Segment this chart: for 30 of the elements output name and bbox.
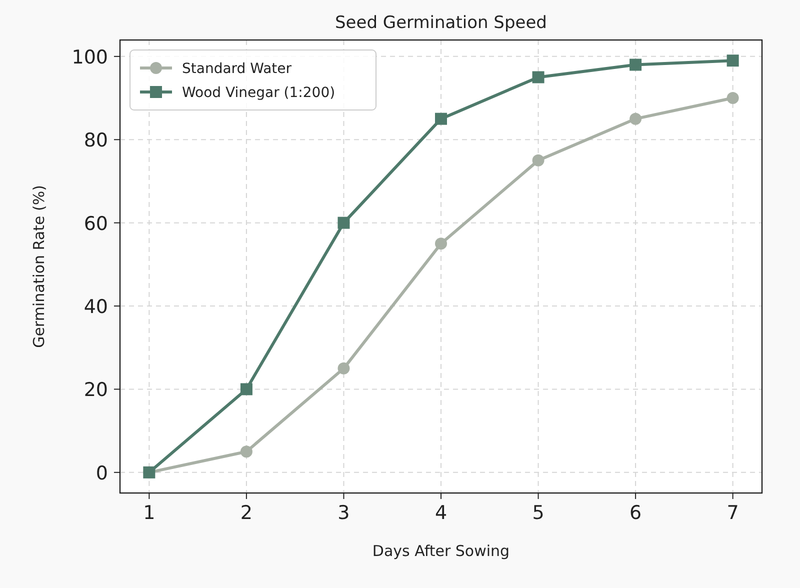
- y-tick-label: 100: [72, 46, 108, 68]
- point: [338, 362, 350, 374]
- point: [532, 71, 544, 84]
- x-tick-label: 5: [532, 502, 544, 524]
- x-tick-label: 6: [630, 502, 642, 524]
- point: [630, 58, 642, 71]
- point: [726, 92, 739, 104]
- legend-label: Standard Water: [182, 61, 292, 77]
- point: [630, 112, 642, 125]
- x-tick-label: 2: [240, 502, 252, 524]
- x-tick-label: 7: [726, 502, 739, 524]
- point: [532, 154, 544, 166]
- point: [726, 54, 739, 67]
- y-axis-title: Germination Rate (%): [30, 185, 48, 348]
- x-tick-label: 1: [143, 502, 156, 524]
- y-tick-label: 80: [84, 130, 108, 152]
- chart-title: Seed Germination Speed: [335, 13, 547, 33]
- x-axis-title: Days After Sowing: [372, 542, 510, 560]
- point: [435, 238, 447, 250]
- y-tick-label: 0: [96, 462, 108, 484]
- y-tick-label: 60: [84, 212, 108, 235]
- x-tick-label: 4: [434, 502, 448, 524]
- point: [240, 446, 252, 458]
- point: [338, 216, 350, 229]
- legend-label: Wood Vinegar (1:200): [182, 85, 336, 101]
- point: [435, 112, 447, 125]
- point: [240, 383, 252, 396]
- x-tick-label: 3: [338, 502, 350, 524]
- y-tick-label: 20: [84, 379, 108, 402]
- y-tick-label: 40: [84, 296, 108, 318]
